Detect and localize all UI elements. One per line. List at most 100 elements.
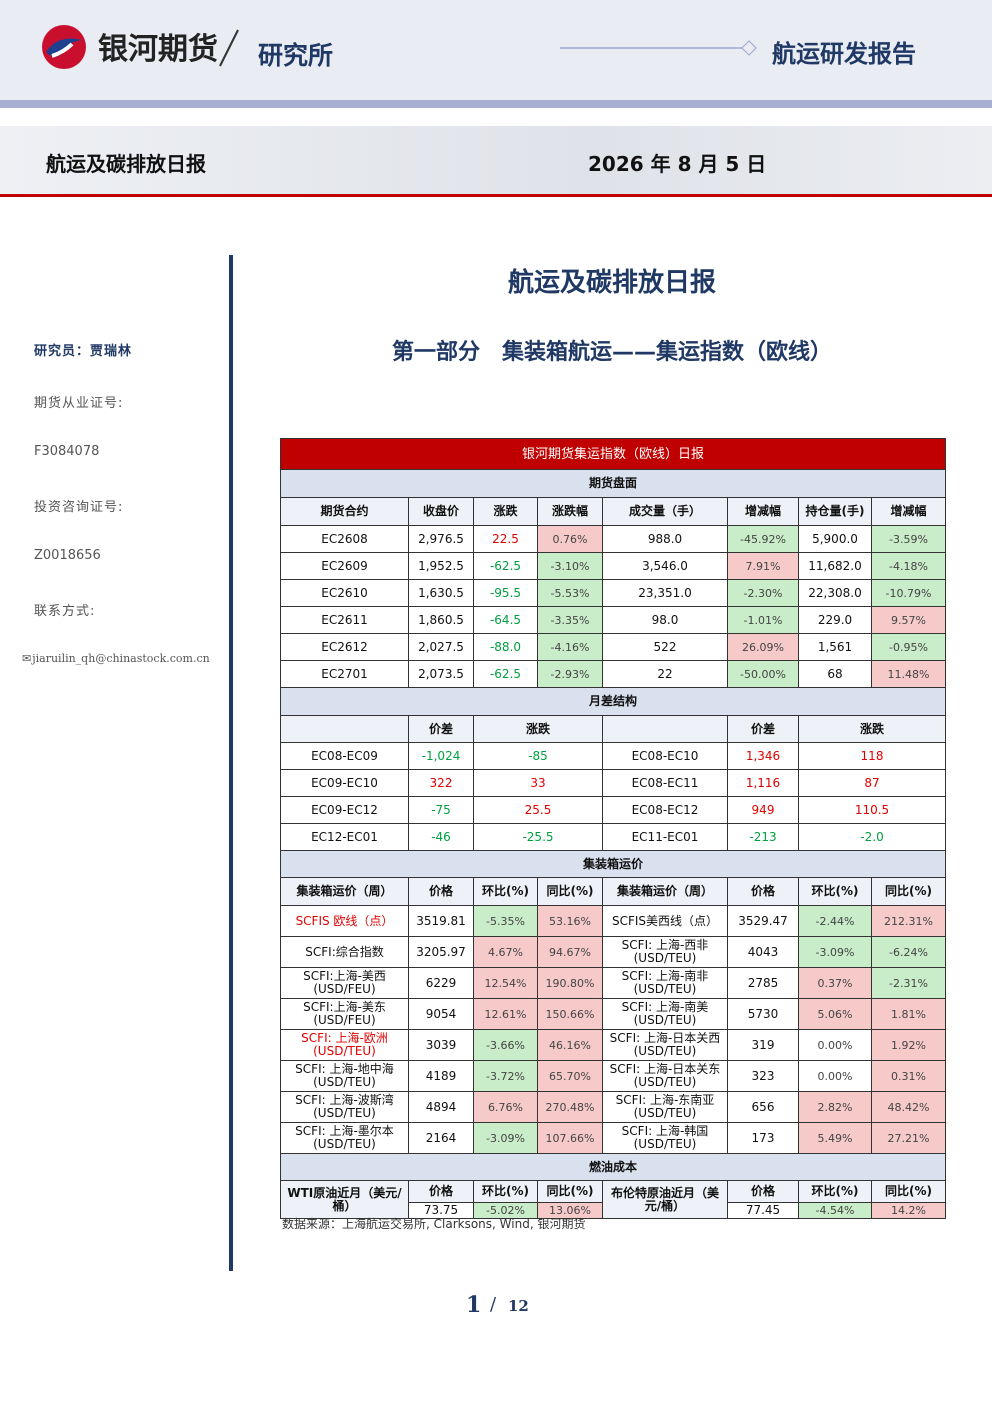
hdr: 涨跌 — [473, 497, 538, 526]
sec: 期货盘面 — [279, 469, 947, 498]
table-row: EC09-EC12 -75 25.5 EC08-EC12 949 110.5 — [280, 796, 947, 824]
table-cell: 23,351.0 — [602, 579, 728, 607]
sidebar-item: 期货从业证号: — [34, 396, 124, 411]
table-row: 月差结构 — [279, 687, 947, 716]
table-cell: 988.0 — [602, 525, 728, 553]
table-cell: 212.31% — [870, 905, 947, 937]
table-cell: 110.5 — [797, 796, 947, 824]
hdr: 期货合约 — [280, 497, 409, 526]
table-cell: 0.76% — [537, 525, 603, 553]
table-row: EC2609 1,952.5 -62.5 -3.10% 3,546.0 7.91% 11,6… — [280, 552, 947, 580]
sidebar-item: ✉jiaruilin_qh@chinastock.com.cn — [22, 652, 210, 665]
table-cell: 656 — [727, 1091, 799, 1123]
hdr: 同比(%) — [537, 877, 603, 906]
index-table: 银河期货集运指数（欧线）日报 期货盘面 期货合约 收盘价 涨跌 涨跌幅 成交量（手） 增减幅持… — [279, 438, 947, 1219]
hdr: 同比(%) — [537, 1180, 603, 1203]
table-cell: 4189 — [408, 1060, 474, 1092]
table-row: EC08-EC09 -1,024 -85 EC08-EC10 1,346 118 — [280, 742, 947, 770]
table-row: 价差 涨跌 价差 涨跌 — [280, 715, 947, 743]
table-cell: EC08-EC11 — [602, 769, 728, 797]
table-cell: -95.5 — [473, 579, 538, 607]
table-cell: -1,024 — [408, 742, 474, 770]
hdr: 价格 — [408, 1180, 474, 1203]
table-cell: -62.5 — [473, 552, 538, 580]
table-cell: SCFI: 上海-欧洲 (USD/TEU) — [280, 1029, 409, 1061]
table-row: EC2611 1,860.5 -64.5 -3.35% 98.0 -1.01% 229.0 9… — [280, 606, 947, 634]
table-cell: 46.16% — [537, 1029, 603, 1061]
sec: 集装箱运价 — [279, 850, 947, 878]
table-cell: -1.01% — [727, 606, 799, 634]
hdr: 价差 — [408, 715, 474, 743]
table-cell: SCFI: 上海-韩国 (USD/TEU) — [602, 1122, 728, 1154]
table-cell: 14.2% — [870, 1202, 947, 1219]
sec: 月差结构 — [279, 687, 947, 716]
table-cell: -2.93% — [537, 660, 603, 688]
header-bar — [0, 100, 992, 108]
table-cell: SCFIS美西线（点） — [602, 905, 728, 937]
hdr: 环比(%) — [473, 1180, 538, 1203]
table-row: SCFI: 上海-波斯湾 (USD/TEU) 4894 6.76% 270.48% SC… — [280, 1091, 947, 1123]
table-cell: 12.61% — [473, 998, 538, 1030]
table-row: SCFIS 欧线（点） 3519.81 -5.35% 53.16% SCFIS美西线（点… — [280, 905, 947, 937]
table-cell: SCFI: 上海-南美 (USD/TEU) — [602, 998, 728, 1030]
table-cell: 150.66% — [537, 998, 603, 1030]
table-cell: EC2701 — [280, 660, 409, 688]
table-cell: 1,630.5 — [408, 579, 474, 607]
table-cell: -45.92% — [727, 525, 799, 553]
table-cell: 11.48% — [870, 660, 947, 688]
table-cell: -213 — [727, 823, 799, 851]
table-cell: -3.59% — [870, 525, 947, 553]
table-cell: -3.10% — [537, 552, 603, 580]
table-cell: SCFI: 上海-地中海 (USD/TEU) — [280, 1060, 409, 1092]
sec: 燃油成本 — [279, 1153, 947, 1181]
table-cell: 1,860.5 — [408, 606, 474, 634]
table-row: 集装箱运价（周） 价格 环比(%) 同比(%) 集装箱运价（周） 价格 环比(%) 同比(%) — [280, 877, 947, 906]
table-cell: 323 — [727, 1060, 799, 1092]
hdr: 持仓量(手) — [798, 497, 872, 526]
table-cell: -3.66% — [473, 1029, 538, 1061]
table-cell: -75 — [408, 796, 474, 824]
table-cell: SCFI: 上海-东南亚 (USD/TEU) — [602, 1091, 728, 1123]
table-row: 期货盘面 — [279, 469, 947, 498]
table-cell: 0.00% — [798, 1029, 872, 1061]
table-cell: SCFI: 上海-墨尔本 (USD/TEU) — [280, 1122, 409, 1154]
header-line — [560, 40, 757, 56]
table-cell: 27.21% — [870, 1122, 947, 1154]
sidebar-item: 投资咨询证号: — [34, 500, 124, 515]
table-cell: 173 — [727, 1122, 799, 1154]
table-cell: 2,073.5 — [408, 660, 474, 688]
table-cell: 3529.47 — [727, 905, 799, 937]
table-cell: SCFI: 上海-波斯湾 (USD/TEU) — [280, 1091, 409, 1123]
table-cell: -88.0 — [473, 633, 538, 661]
table-cell: -4.18% — [870, 552, 947, 580]
table-cell: 1,346 — [727, 742, 799, 770]
hdr: 环比(%) — [473, 877, 538, 906]
table-row: 燃油成本 — [279, 1153, 947, 1181]
table-cell: 118 — [797, 742, 947, 770]
table-cell: EC2610 — [280, 579, 409, 607]
table-cell: 190.80% — [537, 967, 603, 999]
table-cell: 1,952.5 — [408, 552, 474, 580]
table-cell: 0.37% — [798, 967, 872, 999]
table-cell: 1,116 — [727, 769, 799, 797]
sidebar-item: 联系方式: — [34, 604, 96, 619]
table-cell: 1,561 — [798, 633, 872, 661]
table-cell: 3039 — [408, 1029, 474, 1061]
sidebar-item: Z0018656 — [34, 548, 101, 563]
table-cell: -46 — [408, 823, 474, 851]
table-cell: 13.06% — [537, 1202, 603, 1219]
table-cell: -2.44% — [798, 905, 872, 937]
table-cell: 11,682.0 — [798, 552, 872, 580]
table-cell: 1.92% — [870, 1029, 947, 1061]
hdr: 成交量（手） — [602, 497, 728, 526]
table-cell: 3205.97 — [408, 936, 474, 968]
page-separator: / — [490, 1294, 497, 1315]
hdr — [280, 715, 409, 743]
table-cell: 26.09% — [727, 633, 799, 661]
table-cell: -6.24% — [870, 936, 947, 968]
table-cell: -3.72% — [473, 1060, 538, 1092]
table-cell: 2,976.5 — [408, 525, 474, 553]
table-row: SCFI: 上海-墨尔本 (USD/TEU) 2164 -3.09% 107.66% S… — [280, 1122, 947, 1154]
table-cell: -64.5 — [473, 606, 538, 634]
